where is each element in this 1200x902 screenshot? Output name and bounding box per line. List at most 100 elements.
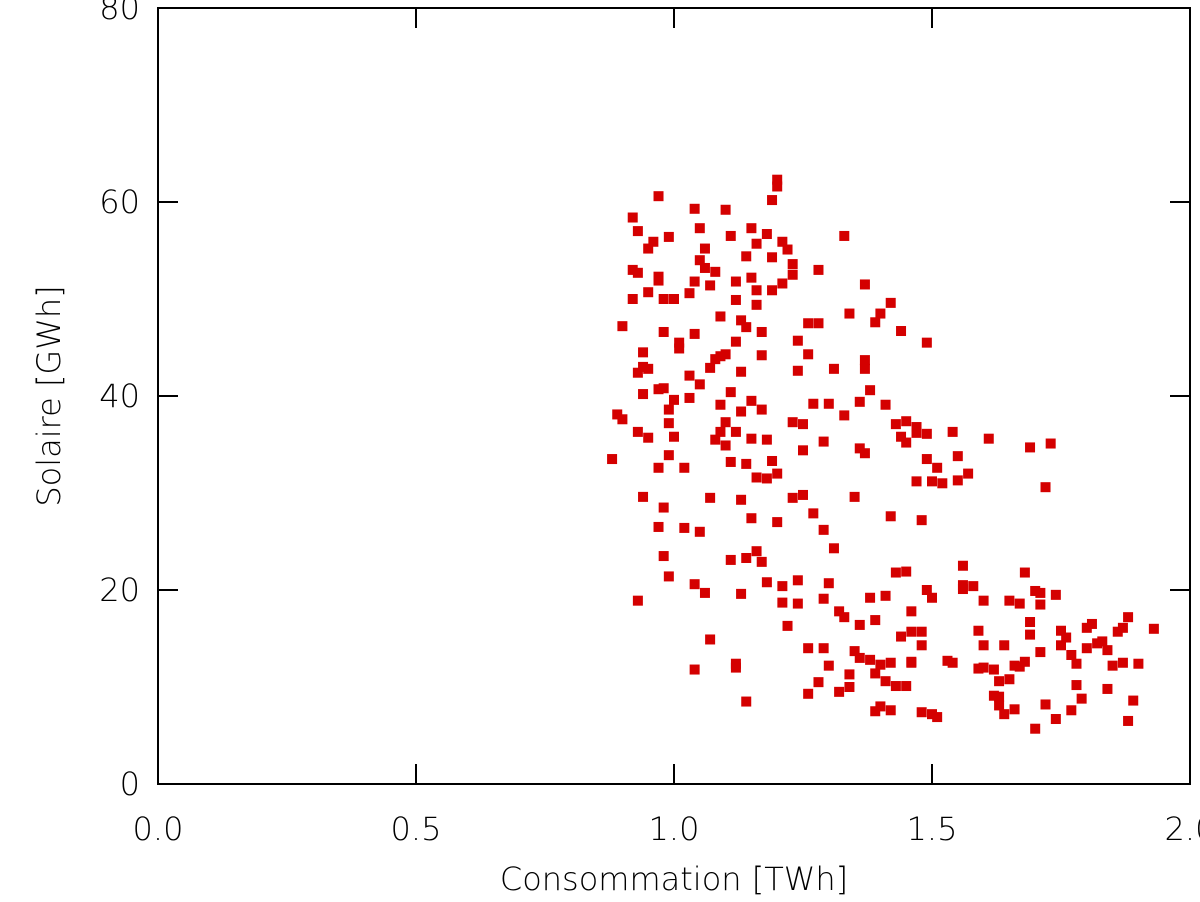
point (803, 318, 814, 329)
point (885, 297, 896, 308)
point (627, 264, 638, 275)
point (782, 244, 793, 255)
point (901, 416, 912, 427)
point (890, 681, 901, 692)
point (901, 566, 912, 577)
point (725, 387, 736, 398)
point (1025, 629, 1036, 640)
point (916, 515, 927, 526)
point (906, 626, 917, 637)
point (973, 663, 984, 674)
point (854, 396, 865, 407)
point (725, 230, 736, 241)
point (761, 473, 772, 484)
point (885, 511, 896, 522)
point (1056, 640, 1066, 651)
point (973, 625, 984, 636)
point (694, 526, 705, 537)
point (1035, 647, 1046, 658)
point (1123, 612, 1134, 623)
point (870, 668, 881, 679)
point (705, 280, 716, 291)
point (694, 255, 705, 266)
point (720, 440, 731, 451)
point (844, 669, 855, 680)
point (1102, 683, 1113, 694)
point (663, 450, 674, 461)
point (988, 664, 999, 675)
point (1097, 636, 1108, 647)
point (643, 432, 654, 443)
point (1056, 625, 1066, 636)
point (839, 230, 850, 241)
point (658, 502, 669, 513)
point (978, 595, 989, 606)
point (653, 384, 664, 395)
point (767, 285, 778, 296)
point (632, 426, 643, 437)
point (689, 203, 700, 214)
point (921, 454, 932, 465)
point (844, 682, 855, 692)
point (1025, 617, 1036, 628)
point (854, 443, 865, 454)
point (865, 385, 876, 396)
point (1123, 715, 1134, 726)
point (813, 677, 824, 688)
point (999, 709, 1010, 720)
point (994, 700, 1005, 711)
point (1019, 656, 1030, 667)
point (730, 336, 741, 347)
point (632, 595, 643, 606)
point (746, 433, 757, 444)
point (885, 705, 896, 716)
point (854, 619, 865, 630)
point (859, 363, 870, 374)
point (921, 585, 932, 595)
point (901, 681, 912, 692)
point (906, 656, 917, 667)
y-tick-label: 20 (99, 571, 140, 609)
point (746, 513, 757, 524)
point (772, 174, 783, 185)
point (715, 351, 726, 362)
point (730, 662, 741, 673)
point (1009, 660, 1020, 671)
point (942, 655, 953, 666)
point (1030, 585, 1041, 596)
point (638, 389, 649, 400)
point (792, 598, 803, 609)
point (777, 581, 788, 592)
point (1117, 622, 1128, 633)
x-tick-label: 1.5 (907, 810, 958, 848)
point (994, 691, 1005, 702)
point (957, 580, 968, 591)
point (818, 436, 829, 447)
point (911, 427, 922, 438)
point (669, 394, 679, 405)
point (1133, 658, 1144, 669)
point (741, 251, 752, 262)
point (1014, 598, 1025, 609)
point (751, 299, 762, 310)
point (1066, 649, 1077, 660)
point (612, 409, 623, 420)
point (674, 337, 685, 348)
point (736, 494, 747, 505)
point (870, 706, 881, 717)
point (1066, 705, 1077, 716)
point (1025, 442, 1036, 453)
point (818, 593, 829, 604)
point (1004, 595, 1015, 606)
point (1071, 658, 1082, 669)
point (658, 551, 669, 562)
point (617, 321, 628, 332)
point (1014, 661, 1025, 672)
y-tick-label: 60 (99, 183, 140, 221)
point (741, 552, 752, 563)
point (859, 355, 870, 366)
point (880, 590, 891, 601)
point (844, 308, 855, 319)
point (725, 456, 736, 467)
point (699, 587, 710, 598)
